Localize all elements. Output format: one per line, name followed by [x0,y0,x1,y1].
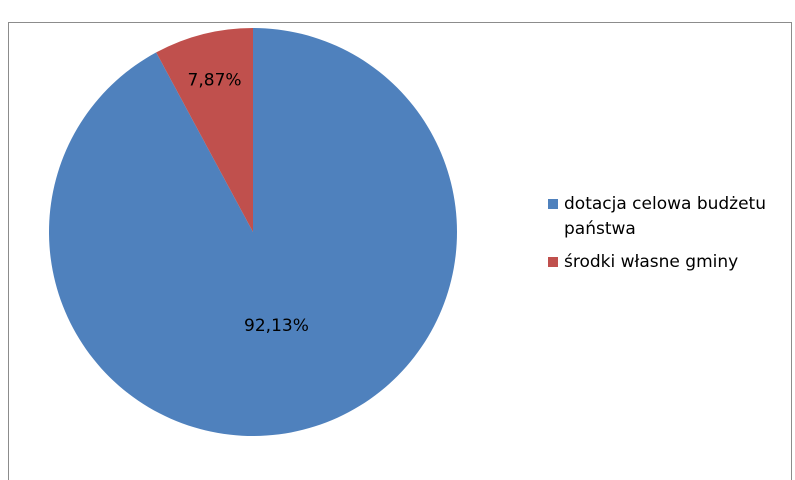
slice-label-1: 92,13% [244,316,309,336]
legend-label-srodki: środki własne gminy [564,252,739,272]
pie-slice-2 [156,28,253,232]
legend-swatch-dotacja [548,199,558,209]
pie-slice-1 [48,28,457,436]
legend-item-srodki: środki własne gminy [548,250,788,275]
slice-label-2: 7,87% [188,71,242,91]
legend: dotacja celowa budżetu państwa środki wł… [548,192,788,275]
legend-swatch-srodki [548,257,558,267]
legend-item-dotacja: dotacja celowa budżetu państwa [548,192,788,242]
legend-label-dotacja: dotacja celowa budżetu państwa [564,194,766,239]
